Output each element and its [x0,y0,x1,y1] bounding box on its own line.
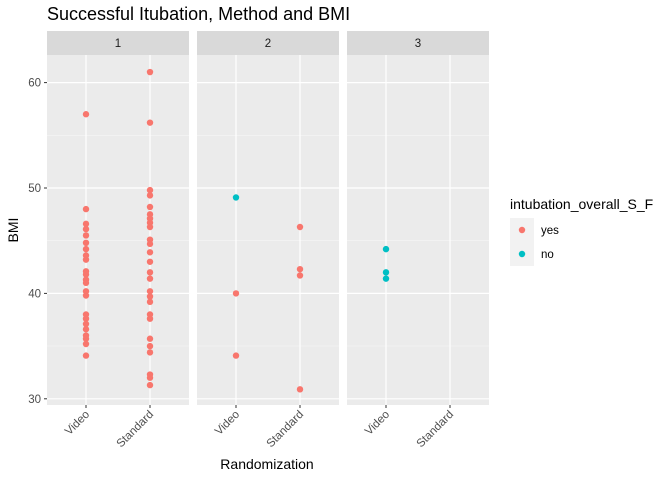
point-yes [146,249,154,256]
y-tick-label: 40 [28,288,41,300]
legend-entry-no: no [510,242,554,266]
point-yes [146,381,154,389]
point-yes [232,352,240,359]
point-yes [146,203,154,211]
point-yes [146,288,154,295]
facet-strip [47,31,189,55]
point-yes [82,245,90,253]
point-yes [146,342,154,350]
point-yes [146,335,154,342]
point-yes [82,225,90,233]
panel-background [347,55,489,405]
panel-background [47,55,189,405]
point-yes [296,272,304,279]
point-yes [82,292,90,299]
chart-title: Successful Itubation, Method and BMI [47,4,350,24]
point-yes [82,232,90,239]
legend-title: intubation_overall_S_F [510,196,653,212]
point-yes [82,340,90,348]
facet-panel-2: 2 [197,31,339,405]
y-tick-label: 50 [28,183,41,195]
y-tick-label: 60 [28,78,41,90]
panel-background [197,55,339,405]
legend: intubation_overall_S_F yes no [510,196,653,266]
data-points [82,68,390,393]
point-yes [82,239,90,247]
facet-strip [197,31,339,55]
point-yes [146,315,154,322]
facet-panel-3: 3 [347,31,489,405]
facet-panel-1: 1 [47,31,189,405]
x-tick-label: Standard [115,409,156,450]
point-yes [146,275,154,282]
point-yes [146,374,154,381]
point-yes [146,192,154,199]
point-yes [146,349,154,356]
point-yes [82,335,90,342]
x-tick-label: Video [63,409,92,438]
point-no [382,269,390,276]
x-axis-title: Randomization [220,456,313,472]
point-yes [232,290,240,297]
facet-panels: 1 2 3 [47,31,489,405]
point-yes [82,256,90,263]
facet-strip-label: 2 [265,38,271,50]
point-yes [296,265,304,273]
point-yes [296,386,304,393]
point-yes [146,298,154,306]
point-yes [146,186,154,194]
x-tick-label: Video [363,409,392,438]
legend-entry-yes: yes [510,218,559,242]
point-yes [82,205,90,213]
y-tick-label: 30 [28,394,41,406]
x-tick-label: Video [213,409,242,438]
y-axis-ticks: 30 40 50 60 [28,78,47,406]
facet-strip-label: 3 [415,38,421,50]
point-yes [146,240,154,248]
point-yes [82,111,90,118]
point-yes [82,279,90,287]
point-yes [82,220,90,228]
legend-label-no: no [541,249,554,261]
facet-strip [347,31,489,55]
x-tick-label: Standard [415,409,456,450]
point-yes [146,68,154,76]
point-yes [146,293,154,300]
point-no [232,194,240,201]
point-yes [82,326,90,333]
point-yes [146,223,154,231]
x-axis-ticks: Video Standard Video Standard Video Standard [63,405,456,450]
point-yes [82,320,90,328]
point-yes [296,223,304,231]
y-axis-title: BMI [5,218,21,243]
legend-key-yes [518,226,526,234]
point-yes [146,269,154,276]
point-yes [82,352,90,359]
point-yes [146,119,154,126]
point-yes [146,258,154,265]
facet-strip-label: 1 [115,38,121,50]
point-no [382,245,390,253]
x-tick-label: Standard [265,409,306,450]
point-no [382,275,390,282]
point-yes [82,271,90,278]
legend-label-yes: yes [541,225,559,237]
point-yes [82,315,90,322]
legend-key-no [518,250,526,258]
